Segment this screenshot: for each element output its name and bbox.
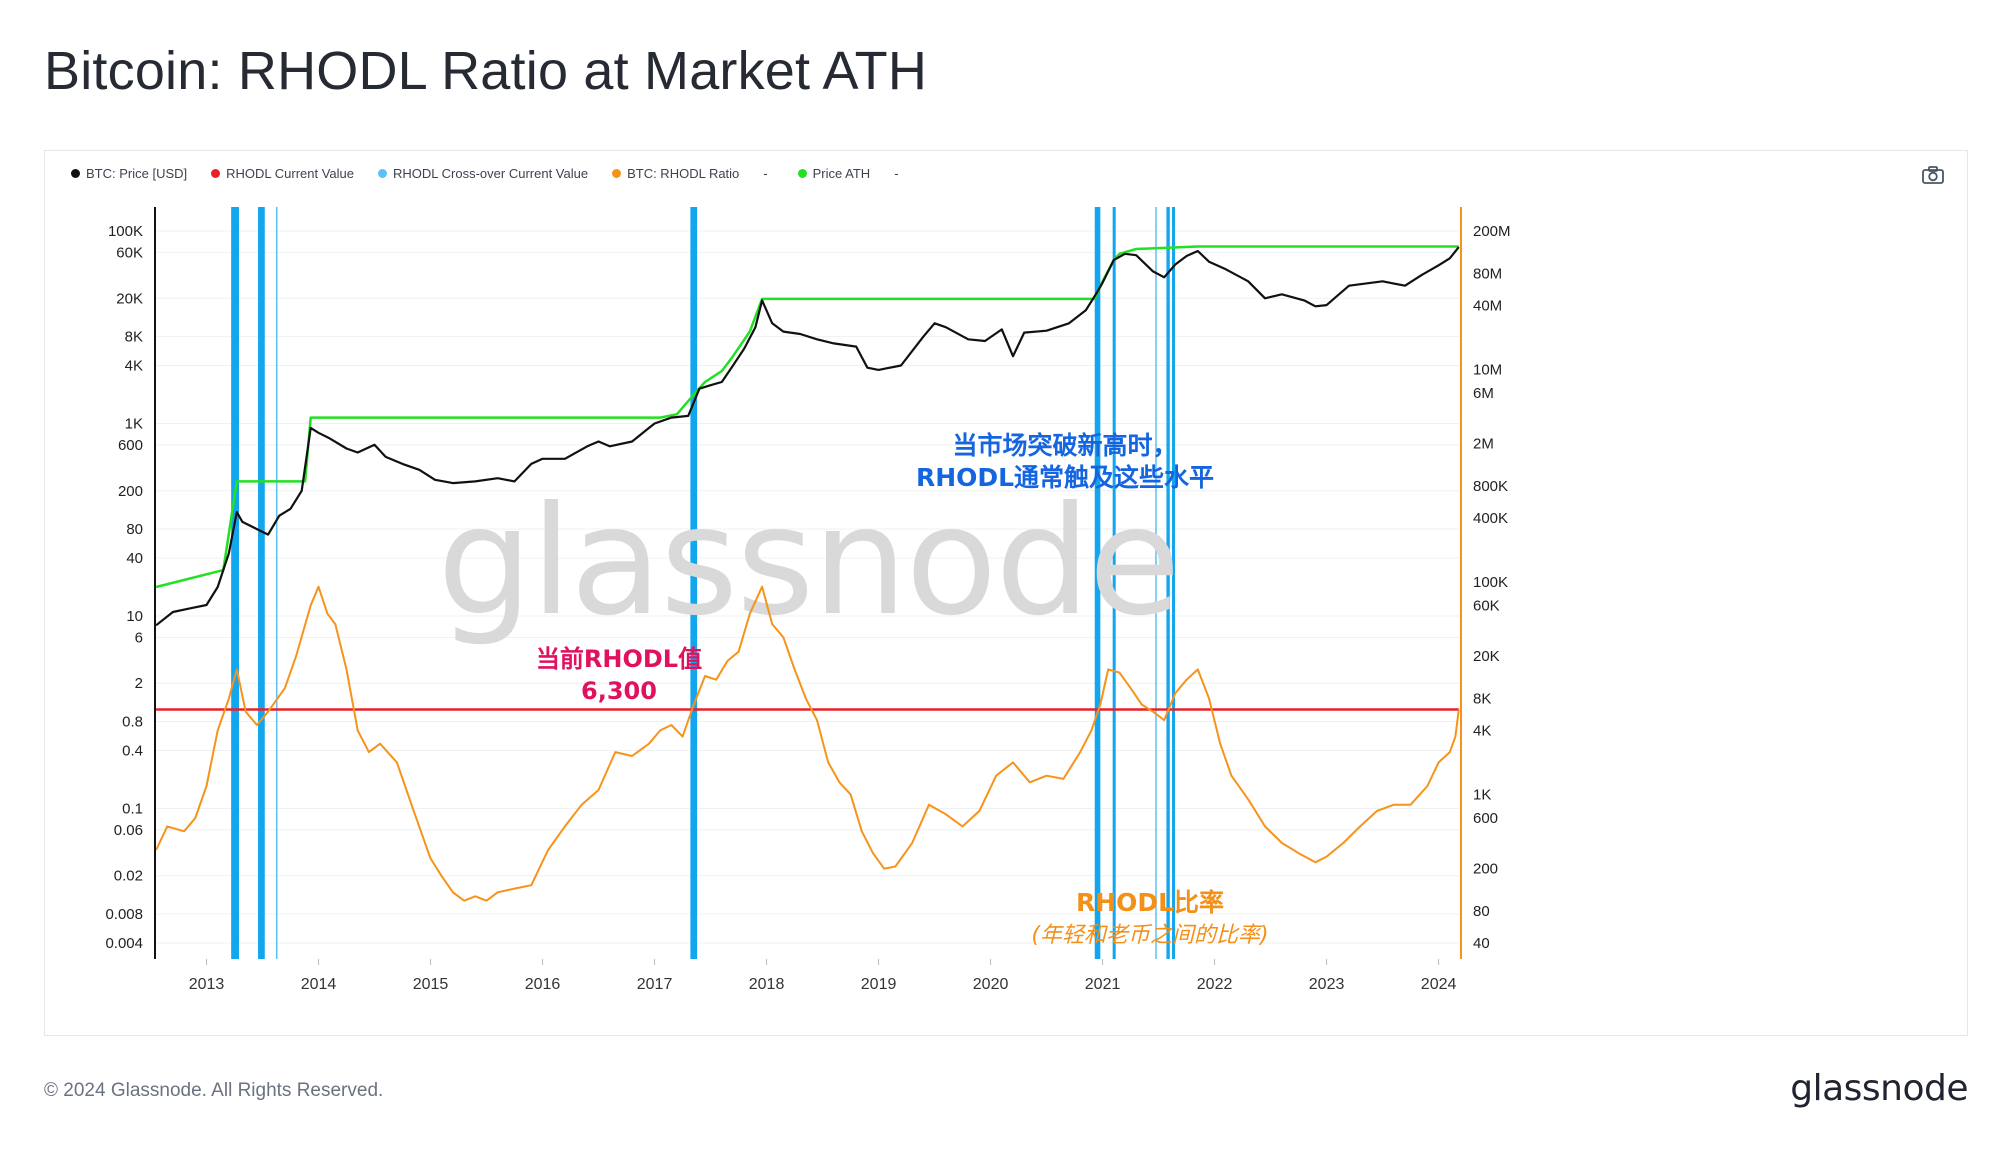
legend-item[interactable]: Price ATH (797, 165, 871, 181)
crossover-band (690, 207, 698, 959)
current-value-annotation-line2: 6,300 (581, 677, 657, 705)
crossover-band (1172, 207, 1176, 959)
left-axis-tick-label: 4K (125, 358, 143, 375)
rhodl-ratio-line (155, 585, 1460, 902)
left-axis-tick-label: 600 (118, 437, 143, 454)
left-axis-tick-label: 80 (126, 521, 143, 538)
crossover-band (1094, 207, 1101, 959)
camera-icon[interactable] (1921, 165, 1945, 185)
legend-separator: - (894, 165, 899, 181)
legend-dot-icon (612, 168, 622, 178)
crossover-band (1155, 207, 1157, 959)
left-axis-tick-label: 0.008 (105, 906, 143, 923)
right-axis-tick-label: 1K (1473, 786, 1491, 803)
left-axis-tick-label: 40 (126, 550, 143, 567)
left-axis-tick-label: 0.8 (122, 714, 143, 731)
left-axis-tick-label: 1K (125, 415, 143, 432)
right-axis-tick-label: 40M (1473, 297, 1502, 314)
legend-dot-icon (211, 168, 221, 178)
legend-dot-icon (378, 168, 388, 178)
right-axis-tick-label: 10M (1473, 361, 1502, 378)
chart-card: glassnode 100K 60K 20K 8K 4K 1K 600 200 80 40 10 6 2 0… (44, 150, 1968, 1036)
x-axis-tick-label: 2014 (301, 976, 337, 993)
x-axis-tick-label: 2023 (1309, 976, 1345, 993)
legend-label: Price ATH (812, 165, 871, 181)
right-axis-tick-label: 2M (1473, 436, 1494, 453)
legend-label: RHODL Cross-over Current Value (393, 165, 589, 181)
right-axis-tick-label: 200 (1473, 861, 1498, 878)
left-axis-tick-label: 0.06 (114, 822, 143, 839)
x-axis-tick-label: 2022 (1197, 976, 1233, 993)
price-ath-line (155, 245, 1459, 589)
right-axis-tick-label: 20K (1473, 648, 1500, 665)
current-value-annotation-line1: 当前RHODL值 (536, 645, 702, 673)
x-axis-tick-label: 2013 (189, 976, 225, 993)
legend-label: RHODL Current Value (226, 165, 355, 181)
left-axis-tick-label: 6 (135, 629, 143, 646)
legend-item[interactable]: RHODL Current Value (211, 166, 354, 181)
crossover-band (1112, 207, 1116, 959)
right-axis-tick-label: 40 (1473, 935, 1490, 952)
right-axis-tick-label: 8K (1473, 690, 1491, 707)
left-axis-tick-label: 0.004 (105, 935, 143, 952)
ratio-sub-annotation: (年轻和老币之间的比率) (1031, 923, 1268, 948)
x-axis-tick-label: 2020 (973, 976, 1009, 993)
x-axis-tick-label: 2021 (1085, 976, 1121, 993)
crossover-band (231, 207, 240, 959)
btc-price-line (155, 246, 1460, 627)
footer-logo: glassnode (1790, 1068, 1968, 1109)
left-axis-tick-label: 0.02 (114, 868, 143, 885)
x-axis-tick-label: 2019 (861, 976, 897, 993)
ratio-label-annotation: RHODL比率 (1076, 888, 1224, 917)
legend-separator: - (763, 165, 768, 181)
legend-item[interactable]: RHODL Cross-over Current Value (378, 166, 588, 181)
left-axis-tick-label: 20K (116, 290, 143, 307)
right-axis-tick-label: 60K (1473, 597, 1500, 614)
footer-copyright: © 2024 Glassnode. All Rights Reserved. (44, 1080, 384, 1101)
right-axis-tick-label: 80 (1473, 903, 1490, 920)
left-axis-tick-label: 0.1 (122, 800, 143, 817)
legend-label: BTC: RHODL Ratio (627, 165, 740, 181)
crossover-band (258, 207, 265, 959)
left-axis-tick-label: 60K (116, 244, 143, 261)
right-axis-tick-label: 200M (1473, 223, 1511, 240)
right-axis-tick-label: 800K (1473, 478, 1508, 495)
right-axis-tick-label: 600 (1473, 810, 1498, 827)
crossover-band (1166, 207, 1170, 959)
right-axis-tick-label: 4K (1473, 722, 1491, 739)
legend-item[interactable]: BTC: Price [USD] (71, 166, 187, 181)
x-axis-tick-label: 2024 (1421, 976, 1457, 993)
x-axis-tick-label: 2017 (637, 976, 673, 993)
legend-dot-icon (71, 168, 80, 178)
left-axis-tick-label: 200 (118, 483, 143, 500)
right-axis-tick-label: 6M (1473, 385, 1494, 402)
right-axis-tick-label: 400K (1473, 510, 1508, 527)
left-axis-tick-label: 10 (126, 608, 143, 625)
legend-label: BTC: Price [USD] (86, 165, 188, 181)
right-axis-tick-label: 100K (1473, 574, 1508, 591)
crossover-band (275, 207, 278, 959)
page-title: Bitcoin: RHODL Ratio at Market ATH (44, 41, 928, 101)
x-axis-tick-label: 2016 (525, 976, 561, 993)
right-axis-tick-label: 80M (1473, 265, 1502, 282)
x-axis-tick-label: 2015 (413, 976, 449, 993)
left-axis-tick-label: 100K (108, 223, 143, 240)
legend-item[interactable]: BTC: RHODL Ratio (612, 166, 739, 181)
legend-dot-icon (797, 168, 807, 178)
left-axis-tick-label: 8K (125, 329, 143, 346)
chart-plot: glassnode100K60K20K8K4K1K600200804010620… (105, 207, 1511, 993)
chart-legend: BTC: Price [USD] RHODL Current Value RHODL… (71, 163, 929, 183)
x-axis-tick-label: 2018 (749, 976, 785, 993)
watermark: glassnode (437, 475, 1178, 649)
left-axis-tick-label: 2 (135, 675, 143, 692)
ath-annotation-line2: RHODL通常触及这些水平 (916, 463, 1214, 492)
left-axis-tick-label: 0.4 (122, 743, 143, 760)
ath-annotation-line1: 当市场突破新高时， (952, 431, 1177, 460)
